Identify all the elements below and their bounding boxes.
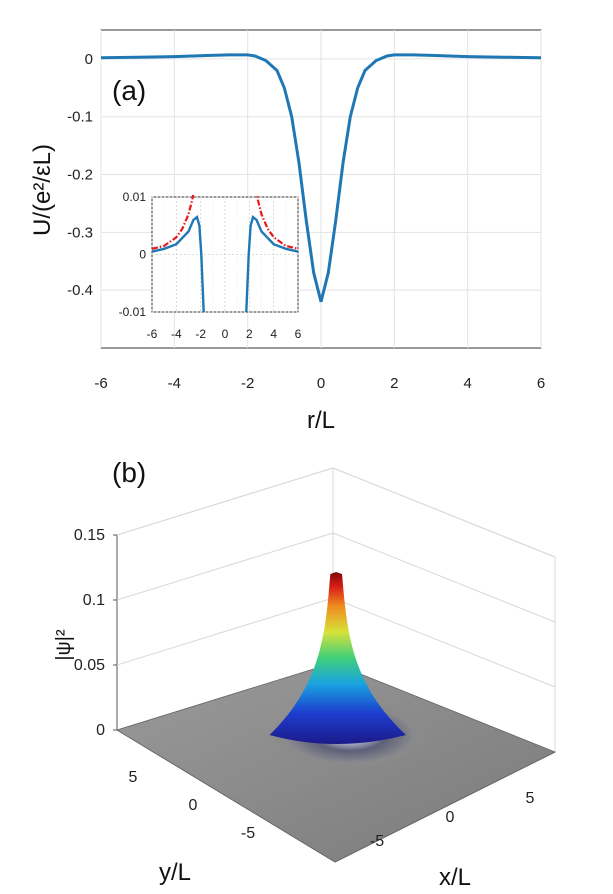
tick-labels-b: 0.15 0.1 0.05 0 5 0 -5 5 0 -5	[74, 527, 535, 850]
y-tick-label: 0	[189, 797, 198, 814]
y-tick-label: -0.3	[67, 224, 93, 241]
z-gridline	[332, 597, 556, 688]
inset-y-tick-label: 0.01	[123, 190, 147, 204]
x-tick-label: -4	[168, 375, 181, 392]
inset-y-tick-label: -0.01	[119, 305, 147, 319]
panel-b: 0.15 0.1 0.05 0 5 0 -5 5 0 -5 (b) |ψ|² y/L x/L	[53, 457, 556, 891]
z-tick-label: 0.1	[83, 592, 105, 609]
potential-curve	[100, 53, 542, 303]
y-tick-label: 0	[85, 51, 93, 68]
grid-a	[100, 30, 542, 348]
inset-x-tick-label: -2	[195, 327, 206, 341]
inset-plot: -6 -4 -2 0 2 4 6 0.01 0 -0.01	[119, 190, 302, 341]
x-tick-label: -6	[94, 375, 107, 392]
x-tick-label: -2	[241, 375, 254, 392]
y-tick-label: -5	[241, 825, 255, 842]
inset-x-tick-label: -6	[147, 327, 158, 341]
inset-y-tick-label: 0	[139, 248, 146, 262]
tick-labels-a: -6 -4 -2 0 2 4 6 0 -0.1 -0.2 -0.3 -0.4	[67, 51, 545, 392]
y-tick-label: 5	[129, 769, 138, 786]
z-tick-label: 0.05	[74, 657, 105, 674]
inset-x-tick-label: -4	[171, 327, 182, 341]
y-axis-label-b: y/L	[159, 859, 191, 886]
x-axis-label-a: r/L	[307, 407, 335, 434]
z-gridline	[116, 467, 334, 536]
x-tick-label: 4	[463, 375, 471, 392]
inset-coulomb-curve	[255, 195, 298, 250]
y-tick-label: -0.4	[67, 282, 93, 299]
z-gridline	[116, 532, 334, 601]
panel-label-b: (b)	[112, 457, 146, 488]
inset-potential-curve	[245, 215, 298, 312]
x-tick-label: 6	[537, 375, 545, 392]
inset-potential-curve	[152, 215, 205, 312]
z-tick-label: 0	[96, 722, 105, 739]
x-tick-label: 5	[526, 790, 535, 807]
x-tick-label: -5	[370, 833, 384, 850]
inset-lines	[152, 195, 298, 312]
inset-tick-labels: -6 -4 -2 0 2 4 6 0.01 0 -0.01	[119, 190, 302, 341]
z-gridline	[332, 467, 556, 558]
inset-x-tick-label: 4	[270, 327, 277, 341]
x-tick-label: 0	[317, 375, 325, 392]
panel-a: -6 -4 -2 0 2 4 6 0 -0.1 -0.2 -0.3 -0.4 (a) U/(e²/εL…	[29, 29, 545, 434]
y-tick-label: -0.2	[67, 167, 93, 184]
z-gridline	[116, 597, 334, 666]
inset-x-tick-label: 0	[222, 327, 229, 341]
x-tick-label: 0	[446, 809, 455, 826]
y-axis-label-a: U/(e²/εL)	[29, 144, 56, 236]
z-tick-label: 0.15	[74, 527, 105, 544]
y-tick-label: -0.1	[67, 109, 93, 126]
inset-coulomb-curve	[152, 195, 195, 250]
x-axis-label-b: x/L	[439, 864, 471, 891]
inset-x-tick-label: 2	[246, 327, 253, 341]
x-tick-label: 2	[390, 375, 398, 392]
z-axis-label-b: |ψ|²	[53, 629, 75, 661]
z-gridline	[332, 532, 556, 623]
inset-x-tick-label: 6	[295, 327, 302, 341]
probability-peak	[269, 572, 406, 744]
panel-label-a: (a)	[112, 75, 146, 106]
